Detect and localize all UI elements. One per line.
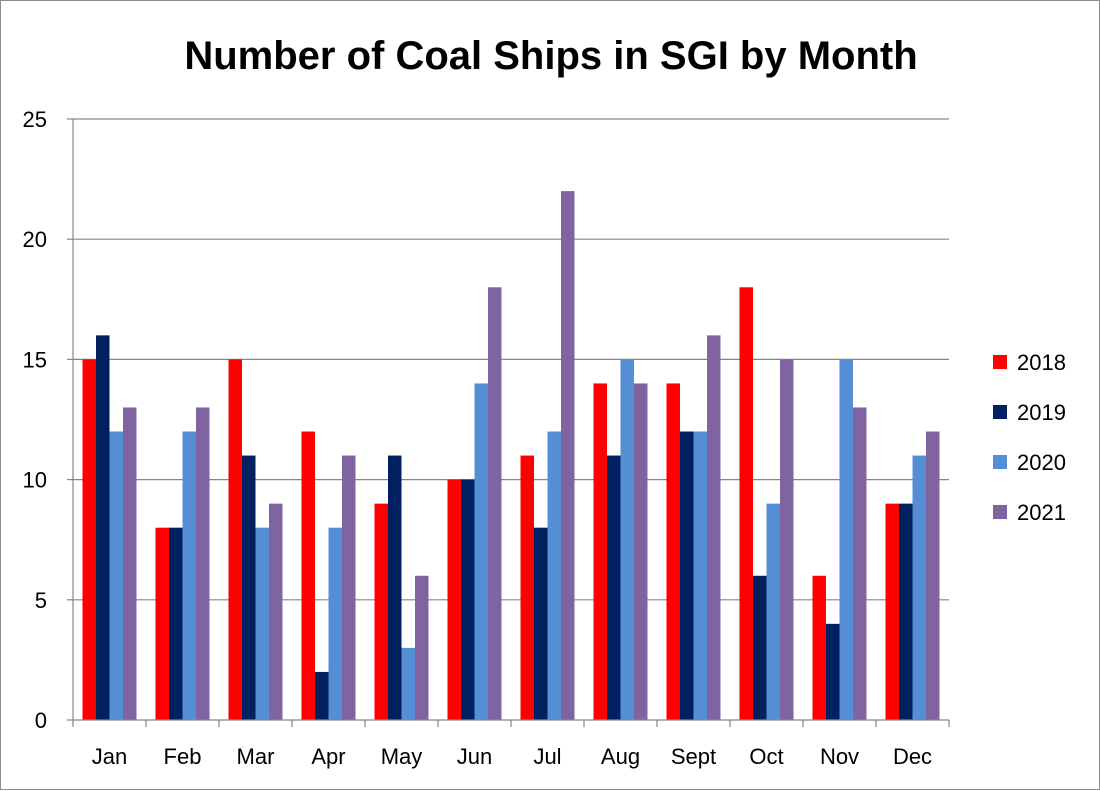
bar-2020-May <box>401 647 415 720</box>
bar-2018-Aug <box>593 383 607 720</box>
legend-swatch-2018 <box>993 355 1007 369</box>
bar-2021-Feb <box>196 407 210 720</box>
legend: 2018 2019 2020 2021 <box>993 350 1066 525</box>
chart-title: Number of Coal Ships in SGI by Month <box>184 34 917 78</box>
x-tick-label: Sept <box>671 744 716 769</box>
bar-2020-Jul <box>547 431 561 720</box>
bar-2018-Mar <box>228 359 242 720</box>
bar-2019-Jul <box>534 527 548 720</box>
bar-2020-Sept <box>693 431 707 720</box>
bar-2018-Jul <box>520 455 534 720</box>
bar-2020-Jan <box>109 431 123 720</box>
x-tick-label: Mar <box>237 744 275 769</box>
bar-2019-Feb <box>169 527 183 720</box>
y-tick-label: 15 <box>23 347 47 372</box>
legend-label-2021: 2021 <box>1017 500 1066 525</box>
y-tick-label: 5 <box>35 588 47 613</box>
bar-2020-Jun <box>474 383 488 720</box>
bar-2020-Feb <box>182 431 196 720</box>
bar-2021-Aug <box>634 383 648 720</box>
bar-2019-May <box>388 455 402 720</box>
bar-2019-Sept <box>680 431 694 720</box>
x-tick-label: Feb <box>164 744 202 769</box>
bar-2021-Jul <box>561 191 575 720</box>
bar-2019-Jan <box>96 335 110 720</box>
bar-2019-Oct <box>753 575 767 720</box>
bar-2021-Sept <box>707 335 721 720</box>
x-tick-label: Oct <box>749 744 783 769</box>
bar-2021-Jan <box>123 407 137 720</box>
bar-2018-Sept <box>666 383 680 720</box>
bar-2020-Mar <box>255 527 269 720</box>
bars <box>82 191 940 720</box>
bar-2019-Mar <box>242 455 256 720</box>
bar-2018-Feb <box>155 527 169 720</box>
bar-2020-Dec <box>912 455 926 720</box>
bar-2019-Dec <box>899 503 913 720</box>
gridlines <box>73 118 949 601</box>
bar-2020-Aug <box>620 359 634 720</box>
legend-swatch-2019 <box>993 405 1007 419</box>
x-tick-label: Dec <box>893 744 932 769</box>
legend-swatch-2021 <box>993 505 1007 519</box>
bar-2021-Nov <box>853 407 867 720</box>
x-tick-label: Jul <box>533 744 561 769</box>
bar-2020-Nov <box>839 359 853 720</box>
y-tick-label: 10 <box>23 468 47 493</box>
legend-label-2020: 2020 <box>1017 450 1066 475</box>
bar-2019-Apr <box>315 671 329 720</box>
bar-2020-Apr <box>328 527 342 720</box>
legend-label-2018: 2018 <box>1017 350 1066 375</box>
bar-2021-Mar <box>269 503 283 720</box>
bar-2021-Oct <box>780 359 794 720</box>
bar-2021-May <box>415 575 429 720</box>
bar-2018-Nov <box>812 575 826 720</box>
x-tick-label: Jan <box>92 744 127 769</box>
bar-2019-Aug <box>607 455 621 720</box>
x-tick-label: May <box>381 744 423 769</box>
x-tick-label: Nov <box>820 744 859 769</box>
bar-2021-Apr <box>342 455 356 720</box>
x-tick-label: Jun <box>457 744 492 769</box>
y-tick-label: 0 <box>35 708 47 733</box>
y-tick-label: 20 <box>23 227 47 252</box>
bar-2019-Jun <box>461 479 475 720</box>
bar-2018-Jun <box>447 479 461 720</box>
bar-2018-Oct <box>739 287 753 720</box>
bar-2018-Apr <box>301 431 315 720</box>
legend-label-2019: 2019 <box>1017 400 1066 425</box>
bar-2018-Dec <box>885 503 899 720</box>
x-tick-label: Aug <box>601 744 640 769</box>
legend-swatch-2020 <box>993 455 1007 469</box>
bar-2020-Oct <box>766 503 780 720</box>
x-tick-label: Apr <box>311 744 345 769</box>
bar-2021-Dec <box>926 431 940 720</box>
tick-labels: 0 5 10 15 20 25 Jan Feb Mar Apr May Jun Jul Aug Sept Oc… <box>23 107 950 769</box>
bar-2018-May <box>374 503 388 720</box>
bar-2018-Jan <box>82 359 96 720</box>
bar-2019-Nov <box>826 623 840 720</box>
y-tick-label: 25 <box>23 107 47 132</box>
bar-2021-Jun <box>488 287 502 720</box>
